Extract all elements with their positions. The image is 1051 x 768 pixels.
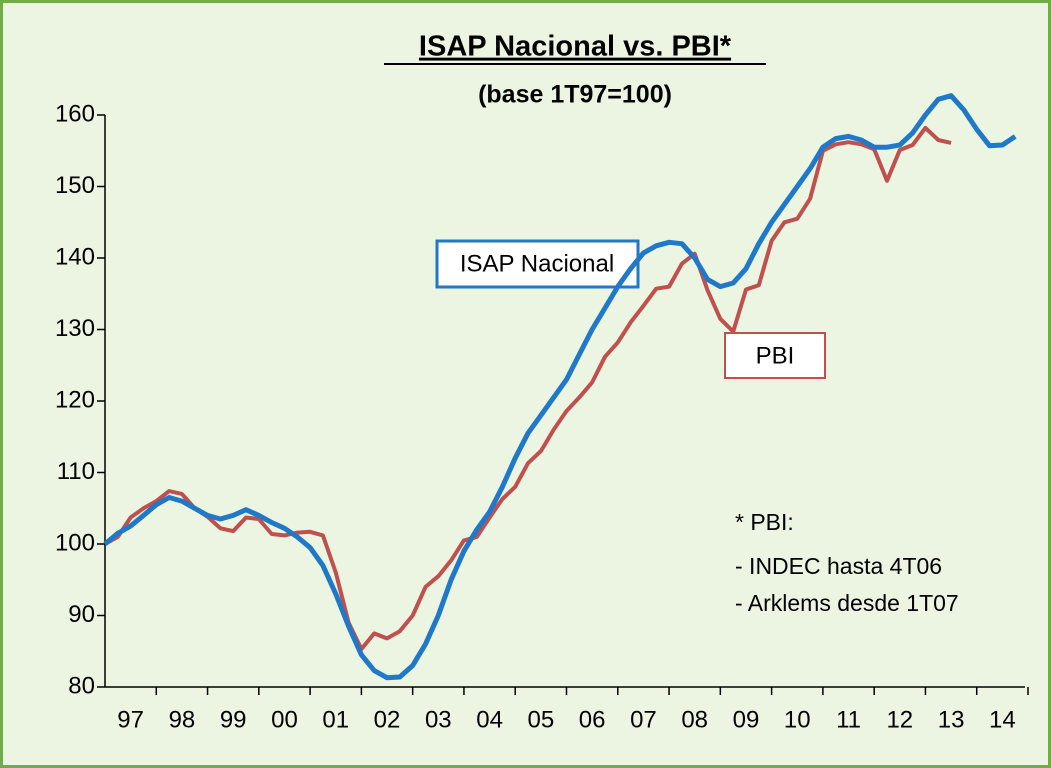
x-tick-label: 10 — [784, 706, 811, 733]
series-label-box — [435, 239, 640, 289]
series-label: ISAP Nacional — [460, 250, 614, 277]
x-tick-label: 09 — [733, 706, 760, 733]
x-tick-label: 98 — [169, 706, 196, 733]
note: - Arklems desde 1T07 — [735, 590, 959, 616]
y-tick-label: 130 — [55, 315, 95, 342]
y-tick-label: 140 — [55, 243, 95, 270]
x-tick-label: 99 — [220, 706, 247, 733]
x-tick-label: 07 — [630, 706, 657, 733]
chart-subtitle: (base 1T97=100) — [478, 81, 672, 109]
y-tick-label: 150 — [55, 172, 95, 199]
x-tick-label: 03 — [425, 706, 452, 733]
x-tick-label: 14 — [989, 706, 1016, 733]
note: - INDEC hasta 4T06 — [735, 553, 942, 579]
x-tick-label: 04 — [476, 706, 503, 733]
y-tick-label: 160 — [55, 100, 95, 127]
x-tick-label: 11 — [836, 706, 861, 733]
chart-title: ISAP Nacional vs. PBI* — [419, 31, 732, 63]
x-tick-label: 08 — [681, 706, 708, 733]
series-label: PBI — [756, 342, 795, 369]
x-tick-label: 06 — [579, 706, 606, 733]
y-tick-label: 90 — [68, 601, 95, 628]
x-tick-label: 97 — [117, 706, 144, 733]
y-tick-label: 110 — [57, 458, 95, 485]
series-label-box — [724, 332, 826, 379]
x-tick-label: 01 — [322, 706, 349, 733]
x-tick-label: 12 — [886, 706, 913, 733]
series-line — [103, 93, 1017, 681]
y-tick-label: 120 — [55, 386, 95, 413]
x-tick-label: 13 — [938, 706, 965, 733]
y-tick-label: 100 — [55, 529, 95, 556]
note: * PBI: — [735, 509, 794, 535]
y-tick-label: 80 — [68, 672, 95, 699]
series-line — [104, 125, 952, 652]
x-tick-label: 02 — [374, 706, 401, 733]
x-tick-label: 05 — [528, 706, 555, 733]
x-tick-label: 00 — [271, 706, 298, 733]
